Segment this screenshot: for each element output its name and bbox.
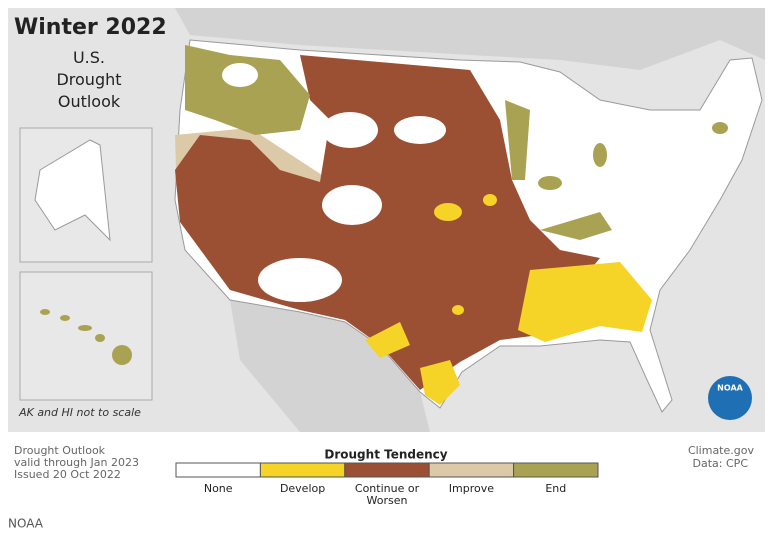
info-line: Drought Outlook [14,444,106,457]
subtitle: U.S. Drought Outlook [56,48,121,111]
inset-note: AK and HI not to scale [18,406,141,419]
none-area [322,112,378,148]
legend-label: Improve [449,482,494,495]
none-area [222,63,258,87]
info-text: Drought Outlook valid through Jan 2023 Iss… [14,444,139,481]
legend-label-line: Continue or [355,482,420,495]
end-region [593,143,607,167]
end-region [505,100,530,180]
mexico [230,300,430,432]
legend-label: None [204,482,233,495]
legend-label-line: End [545,482,566,495]
legend-swatch [259,462,346,478]
info-line: Issued 20 Oct 2022 [14,468,121,481]
noaa-logo [708,376,752,420]
end-region [540,212,612,240]
continue-region [175,55,600,390]
subtitle-line: Drought [56,70,121,89]
legend-swatch [513,462,599,478]
legend-swatch [175,462,261,478]
develop-region [452,305,464,315]
legend-label: Continue or Worsen [355,482,420,507]
none-area [394,116,446,144]
title: Winter 2022 [14,15,167,40]
legend-label-line: Worsen [367,494,408,507]
develop-region [518,262,652,342]
subtitle-line: Outlook [58,92,121,111]
develop-region [420,360,460,405]
caption: NOAA [8,517,44,531]
legend-label-line: Develop [280,482,325,495]
legend: None Develop Continue or Worsen Improve End [175,462,599,507]
subtitle-line: U.S. [73,48,105,67]
hawaii [40,309,132,365]
alaska [34,139,111,242]
end-region [712,122,728,134]
credit-site: Climate.gov [688,444,755,457]
develop-region [434,203,462,221]
credit-data: Data: CPC [693,457,749,470]
legend-label-line: None [204,482,233,495]
legend-swatch [344,462,430,478]
hawaii-inset [19,271,153,401]
legend-label: Develop [280,482,325,495]
none-area [322,185,382,225]
develop-region [365,322,410,358]
canada [175,8,765,70]
logo-text: NOAA [717,384,743,393]
info-line: valid through Jan 2023 [14,456,139,469]
end-region [185,45,310,135]
legend-label-line: Improve [449,482,494,495]
legend-title: Drought Tendency [324,448,447,462]
legend-label: End [545,482,566,495]
end-region [538,176,562,190]
none-area [258,258,342,302]
develop-region [483,194,497,206]
legend-swatch [428,462,515,478]
